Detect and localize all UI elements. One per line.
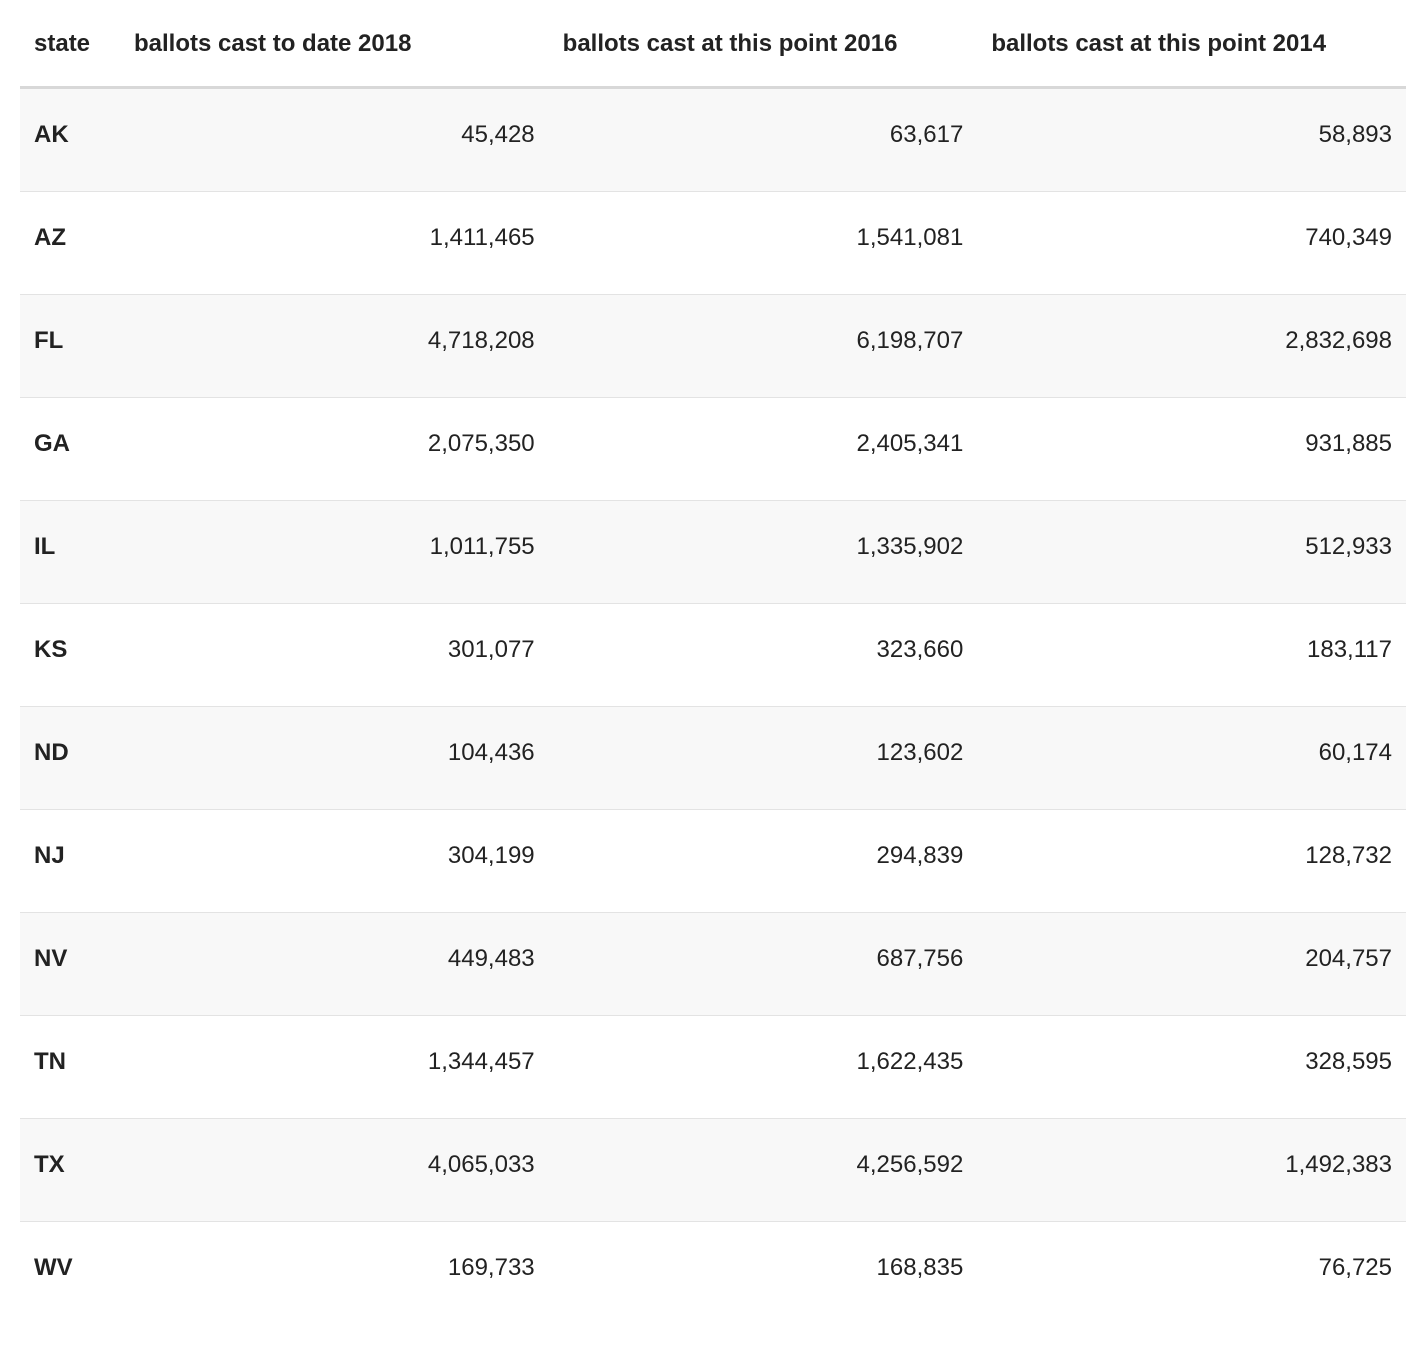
table-row: AK 45,428 63,617 58,893 [20, 88, 1406, 192]
table-row: WV 169,733 168,835 76,725 [20, 1222, 1406, 1325]
cell-state: TN [20, 1016, 120, 1119]
cell-2018: 301,077 [120, 604, 549, 707]
cell-2016: 4,256,592 [549, 1119, 978, 1222]
cell-2018: 104,436 [120, 707, 549, 810]
cell-state: WV [20, 1222, 120, 1325]
table-row: NV 449,483 687,756 204,757 [20, 913, 1406, 1016]
cell-state: NV [20, 913, 120, 1016]
cell-2014: 1,492,383 [977, 1119, 1406, 1222]
cell-2018: 304,199 [120, 810, 549, 913]
cell-state: AZ [20, 192, 120, 295]
cell-2014: 183,117 [977, 604, 1406, 707]
cell-2014: 60,174 [977, 707, 1406, 810]
cell-2018: 449,483 [120, 913, 549, 1016]
cell-2014: 128,732 [977, 810, 1406, 913]
cell-2016: 1,622,435 [549, 1016, 978, 1119]
cell-2018: 4,718,208 [120, 295, 549, 398]
cell-2016: 2,405,341 [549, 398, 978, 501]
col-header-2014: ballots cast at this point 2014 [977, 20, 1406, 88]
table-body: AK 45,428 63,617 58,893 AZ 1,411,465 1,5… [20, 88, 1406, 1325]
cell-state: FL [20, 295, 120, 398]
cell-2016: 1,541,081 [549, 192, 978, 295]
cell-2014: 740,349 [977, 192, 1406, 295]
cell-2016: 6,198,707 [549, 295, 978, 398]
cell-state: IL [20, 501, 120, 604]
cell-2016: 168,835 [549, 1222, 978, 1325]
cell-state: NJ [20, 810, 120, 913]
cell-2016: 687,756 [549, 913, 978, 1016]
ballots-table: state ballots cast to date 2018 ballots … [20, 20, 1406, 1324]
table-row: KS 301,077 323,660 183,117 [20, 604, 1406, 707]
cell-state: KS [20, 604, 120, 707]
cell-2016: 323,660 [549, 604, 978, 707]
cell-state: AK [20, 88, 120, 192]
table-row: TN 1,344,457 1,622,435 328,595 [20, 1016, 1406, 1119]
cell-2018: 1,411,465 [120, 192, 549, 295]
col-header-2018: ballots cast to date 2018 [120, 20, 549, 88]
cell-2014: 76,725 [977, 1222, 1406, 1325]
table-row: TX 4,065,033 4,256,592 1,492,383 [20, 1119, 1406, 1222]
cell-state: ND [20, 707, 120, 810]
cell-2014: 204,757 [977, 913, 1406, 1016]
table-row: NJ 304,199 294,839 128,732 [20, 810, 1406, 913]
cell-2018: 2,075,350 [120, 398, 549, 501]
table-row: ND 104,436 123,602 60,174 [20, 707, 1406, 810]
cell-2016: 123,602 [549, 707, 978, 810]
table-row: GA 2,075,350 2,405,341 931,885 [20, 398, 1406, 501]
col-header-2016: ballots cast at this point 2016 [549, 20, 978, 88]
table-row: AZ 1,411,465 1,541,081 740,349 [20, 192, 1406, 295]
cell-2016: 294,839 [549, 810, 978, 913]
cell-2016: 1,335,902 [549, 501, 978, 604]
table-row: FL 4,718,208 6,198,707 2,832,698 [20, 295, 1406, 398]
cell-2018: 4,065,033 [120, 1119, 549, 1222]
table-row: IL 1,011,755 1,335,902 512,933 [20, 501, 1406, 604]
cell-2014: 512,933 [977, 501, 1406, 604]
col-header-state: state [20, 20, 120, 88]
cell-2018: 1,011,755 [120, 501, 549, 604]
cell-state: TX [20, 1119, 120, 1222]
cell-2016: 63,617 [549, 88, 978, 192]
cell-2018: 1,344,457 [120, 1016, 549, 1119]
table-header-row: state ballots cast to date 2018 ballots … [20, 20, 1406, 88]
cell-2014: 328,595 [977, 1016, 1406, 1119]
cell-2014: 931,885 [977, 398, 1406, 501]
cell-2018: 45,428 [120, 88, 549, 192]
cell-state: GA [20, 398, 120, 501]
cell-2014: 58,893 [977, 88, 1406, 192]
cell-2018: 169,733 [120, 1222, 549, 1325]
cell-2014: 2,832,698 [977, 295, 1406, 398]
